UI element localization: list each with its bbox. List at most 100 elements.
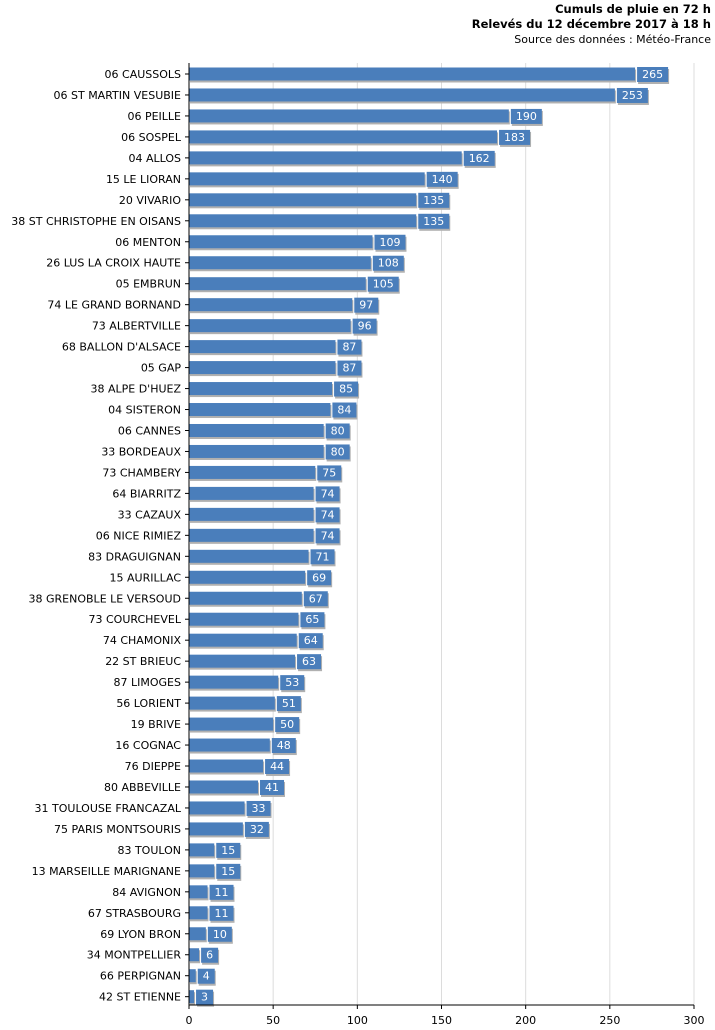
value-label: 162 — [469, 152, 490, 165]
bar — [189, 193, 417, 207]
category-label: 69 LYON BRON — [100, 928, 181, 941]
bar — [189, 486, 314, 500]
value-label-box — [315, 507, 340, 523]
bar — [189, 948, 200, 962]
bar — [189, 843, 215, 857]
value-label-box — [317, 465, 342, 481]
bar — [189, 822, 243, 836]
value-label-box — [510, 108, 542, 124]
value-label-box — [216, 842, 241, 858]
value-label: 65 — [305, 613, 319, 626]
value-label-box — [463, 150, 495, 166]
value-label: 74 — [321, 529, 335, 542]
category-label: 20 VIVARIO — [119, 194, 181, 207]
value-label: 11 — [215, 886, 229, 899]
x-tick-label: 300 — [684, 1014, 705, 1027]
value-label: 15 — [221, 865, 235, 878]
category-label: 06 ST MARTIN VESUBIE — [54, 89, 182, 102]
bar — [189, 591, 302, 605]
category-label: 73 ALBERTVILLE — [92, 320, 181, 333]
value-label-box — [315, 486, 340, 502]
value-label-box — [244, 821, 269, 837]
value-label-box — [207, 926, 232, 942]
value-label: 53 — [285, 676, 299, 689]
value-label-box — [418, 192, 450, 208]
category-label: 76 DIEPPE — [125, 760, 181, 773]
value-label: 6 — [206, 949, 213, 962]
bar — [189, 88, 615, 102]
bar — [189, 340, 336, 354]
category-label: 83 TOULON — [117, 844, 181, 857]
category-label: 67 STRASBOURG — [88, 907, 181, 920]
category-label: 38 ST CHRISTOPHE EN OISANS — [11, 215, 181, 228]
bar — [189, 570, 306, 584]
value-label-box — [325, 444, 350, 460]
value-label-box — [265, 759, 290, 775]
category-label: 05 EMBRUN — [116, 278, 181, 291]
value-label-box — [209, 905, 234, 921]
bar — [189, 382, 333, 396]
value-label: 108 — [378, 257, 399, 270]
bar — [189, 298, 353, 312]
category-label: 06 MENTON — [115, 236, 181, 249]
category-label: 68 BALLON D'ALSACE — [62, 341, 181, 354]
category-label: 05 GAP — [141, 362, 182, 375]
value-label: 74 — [321, 508, 335, 521]
value-label: 190 — [516, 110, 537, 123]
category-label: 15 AURILLAC — [110, 571, 182, 584]
bar — [189, 927, 206, 941]
value-label: 80 — [331, 445, 345, 458]
value-label-box — [418, 213, 450, 229]
value-label-box — [201, 947, 219, 963]
value-label: 33 — [252, 802, 266, 815]
category-label: 15 LE LIORAN — [106, 173, 181, 186]
category-label: 74 CHAMONIX — [103, 634, 182, 647]
value-label: 64 — [304, 634, 318, 647]
bar — [189, 801, 245, 815]
x-tick-label: 250 — [599, 1014, 620, 1027]
value-label-box — [337, 360, 362, 376]
value-label-box — [334, 381, 359, 397]
chart-title: Cumuls de pluie en 72 h — [555, 2, 711, 16]
value-label-box — [310, 549, 335, 565]
category-label: 06 NICE RIMIEZ — [96, 529, 182, 542]
value-label-box — [352, 318, 377, 334]
bar — [189, 277, 366, 291]
value-label: 80 — [331, 424, 345, 437]
bar — [189, 885, 208, 899]
bar — [189, 109, 509, 123]
category-label: 22 ST BRIEUC — [105, 655, 181, 668]
bar — [189, 864, 215, 878]
value-label: 32 — [250, 823, 264, 836]
value-label: 15 — [221, 844, 235, 857]
bar — [189, 235, 373, 249]
category-label: 42 ST ETIENNE — [99, 991, 181, 1004]
category-label: 75 PARIS MONTSOURIS — [54, 823, 181, 836]
value-label-box — [315, 528, 340, 544]
value-label: 253 — [622, 89, 643, 102]
category-label: 80 ABBEVILLE — [104, 781, 181, 794]
bar — [189, 717, 274, 731]
value-label: 135 — [423, 215, 444, 228]
bar — [189, 906, 208, 920]
category-label: 38 GRENOBLE LE VERSOUD — [29, 592, 181, 605]
bar — [189, 423, 324, 437]
x-tick-label: 100 — [347, 1014, 368, 1027]
category-label: 83 DRAGUIGNAN — [88, 550, 181, 563]
value-label: 96 — [358, 320, 372, 333]
category-label: 04 SISTERON — [108, 404, 181, 417]
category-label: 66 PERPIGNAN — [100, 970, 181, 983]
category-label: 13 MARSEILLE MARIGNANE — [32, 865, 181, 878]
value-label-box — [637, 67, 669, 82]
value-label: 75 — [322, 466, 336, 479]
bar — [189, 403, 331, 417]
bar — [189, 738, 270, 752]
value-label-box — [209, 884, 234, 900]
value-label-box — [303, 591, 328, 607]
value-label-box — [307, 570, 332, 586]
x-tick-label: 200 — [515, 1014, 536, 1027]
value-label-box — [374, 234, 406, 250]
value-label: 105 — [373, 278, 394, 291]
chart-header: Cumuls de pluie en 72 h Relevés du 12 dé… — [472, 2, 711, 47]
